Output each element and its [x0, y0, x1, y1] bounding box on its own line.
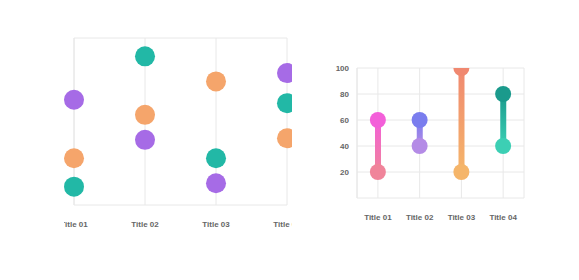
- svg-text:40: 40: [340, 142, 349, 151]
- svg-text:Title 03: Title 03: [448, 213, 476, 222]
- svg-text:Title 01: Title 01: [364, 213, 392, 222]
- svg-text:Title 02: Title 02: [406, 213, 434, 222]
- svg-text:Title 03: Title 03: [202, 220, 230, 229]
- svg-text:Title 04: Title 04: [273, 220, 292, 229]
- svg-text:Title 04: Title 04: [489, 213, 517, 222]
- svg-text:60: 60: [340, 116, 349, 125]
- svg-text:80: 80: [340, 90, 349, 99]
- svg-text:Title 02: Title 02: [131, 220, 159, 229]
- svg-text:100: 100: [336, 64, 350, 73]
- svg-text:Title 01: Title 01: [64, 220, 88, 229]
- svg-text:20: 20: [340, 168, 349, 177]
